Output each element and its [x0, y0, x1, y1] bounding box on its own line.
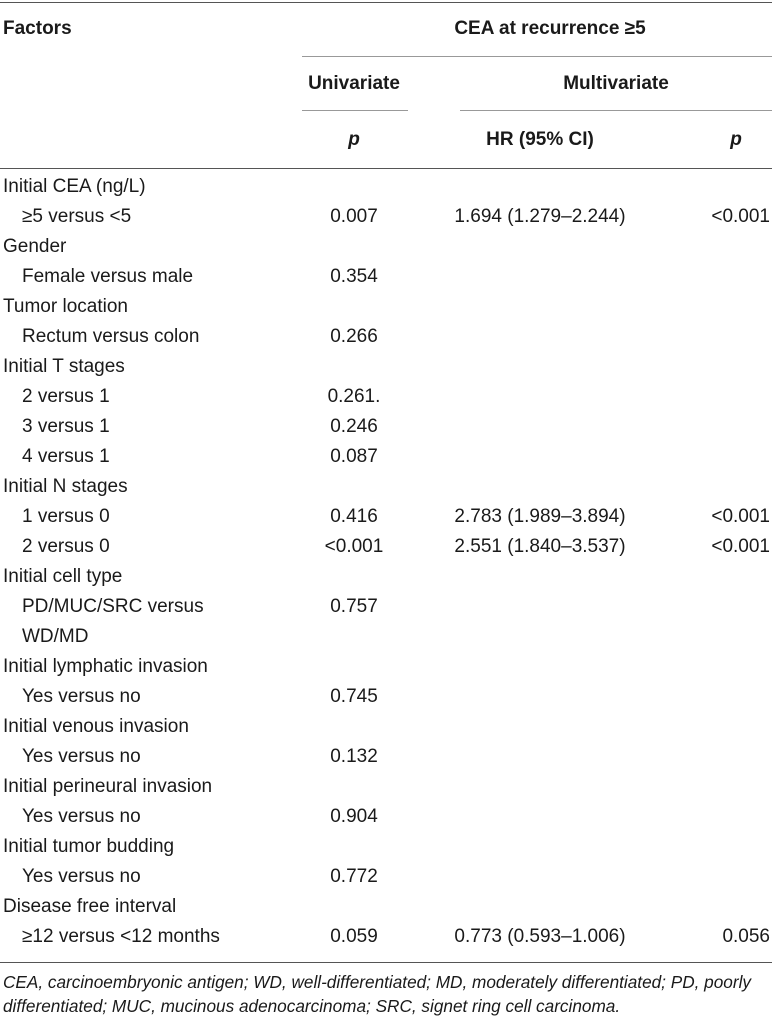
- row-label-sub: 1 versus 0: [22, 506, 110, 527]
- row-label-sub: Yes versus no: [22, 686, 141, 707]
- row-univariate-p: 0.757: [330, 596, 378, 617]
- row-hr-ci: 1.694 (1.279–2.244): [454, 206, 626, 227]
- table-bottom-rule: [0, 962, 772, 963]
- row-multivariate-p: <0.001: [711, 506, 770, 527]
- row-label-category: Initial N stages: [3, 476, 128, 497]
- row-univariate-p: 0.266: [330, 326, 378, 347]
- row-label-sub: ≥12 versus <12 months: [22, 926, 220, 947]
- row-hr-ci: 0.773 (0.593–1.006): [454, 926, 626, 947]
- row-label-sub: WD/MD: [22, 626, 89, 647]
- row-univariate-p: 0.416: [330, 506, 378, 527]
- row-univariate-p: 0.246: [330, 416, 378, 437]
- row-label-sub: 4 versus 1: [22, 446, 110, 467]
- row-univariate-p: 0.354: [330, 266, 378, 287]
- row-univariate-p: 0.059: [330, 926, 378, 947]
- row-label-sub: ≥5 versus <5: [22, 206, 132, 227]
- row-label-category: Tumor location: [3, 296, 128, 317]
- row-label-category: Initial lymphatic invasion: [3, 656, 208, 677]
- table-top-rule: [0, 2, 772, 3]
- header-p-multivariate: p: [730, 129, 742, 150]
- row-label-sub: Yes versus no: [22, 806, 141, 827]
- row-label-category: Gender: [3, 236, 67, 257]
- row-label-sub: PD/MUC/SRC versus: [22, 596, 204, 617]
- row-label-sub: 2 versus 0: [22, 536, 110, 557]
- row-label-category: Initial perineural invasion: [3, 776, 213, 797]
- row-label-category: Initial venous invasion: [3, 716, 189, 737]
- row-univariate-p: 0.007: [330, 206, 378, 227]
- row-label-sub: Yes versus no: [22, 746, 141, 767]
- table-footnote: CEA, carcinoembryonic antigen; WD, well-…: [3, 972, 751, 1016]
- multivariate-underline: [460, 110, 772, 111]
- row-univariate-p: 0.904: [330, 806, 378, 827]
- header-hr: HR (95% CI): [486, 129, 594, 150]
- row-label-sub: Rectum versus colon: [22, 326, 200, 347]
- row-label-sub: 2 versus 1: [22, 386, 110, 407]
- univariate-underline: [302, 110, 408, 111]
- header-bottom-rule: [0, 168, 772, 169]
- row-label-sub: Female versus male: [22, 266, 194, 287]
- row-univariate-p: <0.001: [324, 536, 384, 557]
- header-univariate: Univariate: [308, 73, 400, 94]
- row-univariate-p: 0.132: [330, 746, 378, 767]
- row-label-category: Disease free interval: [3, 896, 177, 917]
- row-univariate-p: 0.745: [330, 686, 378, 707]
- row-label-category: Initial cell type: [3, 566, 123, 587]
- header-group: CEA at recurrence ≥5: [454, 18, 646, 39]
- row-univariate-p: 0.261.: [327, 386, 381, 407]
- row-label-category: Initial T stages: [3, 356, 125, 377]
- row-label-sub: Yes versus no: [22, 866, 141, 887]
- row-univariate-p: 0.772: [330, 866, 378, 887]
- row-multivariate-p: 0.056: [722, 926, 770, 947]
- row-label-sub: 3 versus 1: [22, 416, 110, 437]
- row-hr-ci: 2.783 (1.989–3.894): [454, 506, 626, 527]
- row-label-category: Initial tumor budding: [3, 836, 175, 857]
- row-univariate-p: 0.087: [330, 446, 378, 467]
- header-factors: Factors: [3, 18, 72, 39]
- row-multivariate-p: <0.001: [711, 536, 770, 557]
- header-p-univariate: p: [348, 129, 360, 150]
- group-underline: [302, 56, 772, 57]
- row-hr-ci: 2.551 (1.840–3.537): [454, 536, 626, 557]
- header-multivariate: Multivariate: [563, 73, 669, 94]
- row-label-category: Initial CEA (ng/L): [3, 176, 146, 197]
- row-multivariate-p: <0.001: [711, 206, 770, 227]
